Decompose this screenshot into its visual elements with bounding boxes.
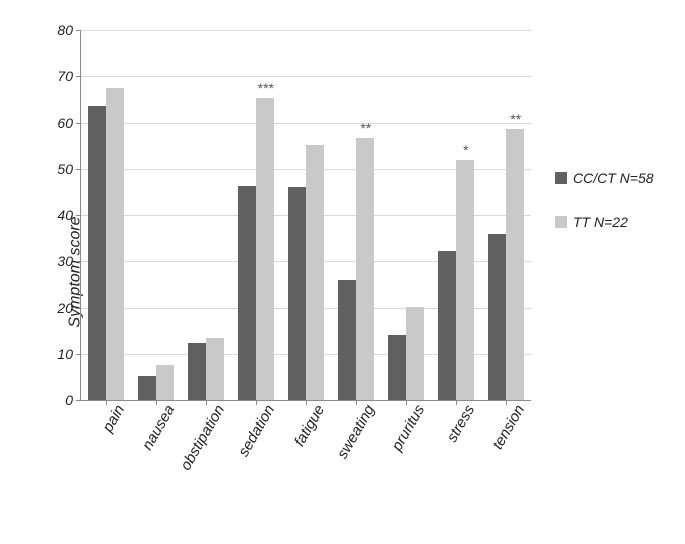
bar — [456, 160, 474, 400]
ytick-label: 70 — [57, 68, 81, 84]
chart-container: Symptom score 01020304050607080painnause… — [0, 0, 685, 544]
legend-swatch — [555, 172, 567, 184]
gridline — [81, 30, 531, 31]
ytick-label: 0 — [65, 392, 81, 408]
xlabel: nausea — [135, 400, 178, 453]
bar — [106, 88, 124, 400]
xlabel: pruritus — [385, 400, 428, 454]
ytick-label: 20 — [57, 300, 81, 316]
ytick-label: 60 — [57, 115, 81, 131]
bar — [506, 129, 524, 400]
bar — [238, 186, 256, 400]
gridline — [81, 76, 531, 77]
bar — [356, 138, 374, 400]
xlabel: stress — [440, 400, 478, 445]
legend-item: CC/CT N=58 — [555, 170, 654, 186]
bar — [288, 187, 306, 400]
xlabel: sedation — [232, 400, 279, 460]
bar — [488, 234, 506, 400]
significance-annotation: ** — [510, 111, 521, 127]
ytick-label: 30 — [57, 253, 81, 269]
gridline — [81, 123, 531, 124]
xlabel: obstipation — [174, 400, 228, 473]
bar — [188, 343, 206, 400]
bar — [438, 251, 456, 400]
legend-label: CC/CT N=58 — [573, 170, 654, 186]
bar — [256, 98, 274, 400]
plot-area: 01020304050607080painnauseaobstipationse… — [80, 30, 531, 401]
bar — [338, 280, 356, 400]
significance-annotation: ** — [360, 120, 371, 136]
legend-label: TT N=22 — [573, 214, 628, 230]
bar — [406, 307, 424, 400]
bar — [156, 365, 174, 400]
significance-annotation: * — [462, 142, 467, 158]
xlabel: pain — [96, 400, 128, 435]
legend: CC/CT N=58 TT N=22 — [555, 170, 654, 258]
legend-swatch — [555, 216, 567, 228]
bar — [206, 338, 224, 400]
significance-annotation: *** — [257, 80, 273, 96]
legend-item: TT N=22 — [555, 214, 654, 230]
bar — [88, 106, 106, 400]
xlabel: tension — [486, 400, 528, 452]
ytick-label: 80 — [57, 22, 81, 38]
bar — [306, 145, 324, 400]
ytick-label: 40 — [57, 207, 81, 223]
xlabel: fatigue — [287, 400, 328, 450]
ytick-label: 50 — [57, 161, 81, 177]
ytick-label: 10 — [57, 346, 81, 362]
bar — [138, 376, 156, 400]
xlabel: sweating — [330, 400, 378, 462]
bar — [388, 335, 406, 400]
